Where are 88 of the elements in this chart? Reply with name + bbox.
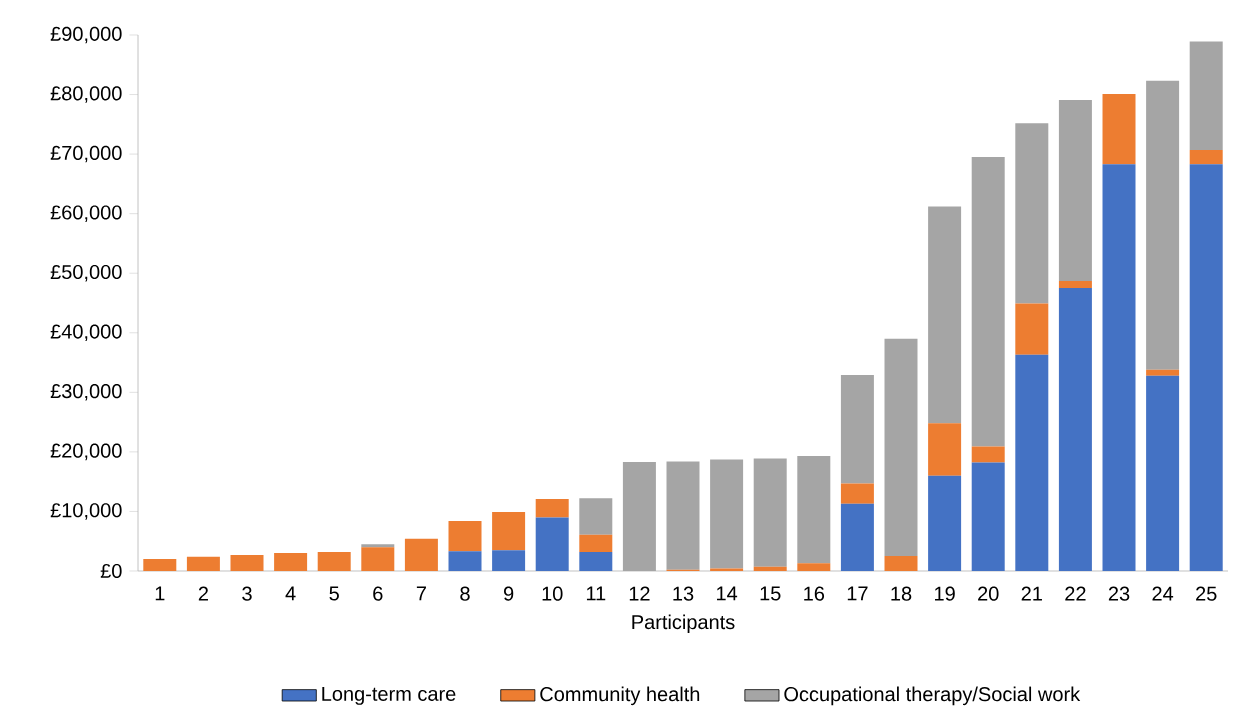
bar [1015,354,1049,571]
x-tick-label: 21 [1021,586,1042,601]
x-tick-label: 20 [978,586,999,601]
legend-label: Occupational therapy/Social work [784,686,1081,706]
x-tick-label: 13 [673,586,694,601]
x-tick-label: 24 [1152,586,1174,601]
bar [1189,41,1223,150]
x-tick-label: 18 [891,586,912,601]
bar [579,534,613,552]
x-tick-label: 3 [242,586,252,601]
bar [535,498,569,518]
bar [492,550,526,571]
x-tick-label: 12 [629,586,650,601]
bar [1146,369,1180,376]
x-tick-label: 8 [460,586,470,601]
bar [928,206,962,424]
x-tick-label: 4 [285,586,296,601]
x-tick-label: 5 [329,586,339,601]
bar [448,551,482,571]
y-tick-label: £40,000 [50,324,122,342]
bar [1146,80,1180,370]
bar [1015,123,1049,304]
y-tick-label: £30,000 [50,384,122,401]
x-tick-label: 22 [1065,586,1086,601]
bar [797,563,831,571]
bar [971,446,1005,463]
bar [797,456,831,564]
bar [753,566,787,571]
x-tick-label: 1 [155,586,165,601]
bar [1015,303,1049,355]
x-tick-label: 2 [198,586,208,601]
bar [1189,164,1223,571]
x-tick-label: 23 [1108,586,1130,601]
legend-label: Community health [540,686,700,706]
y-tick-label: £0 [100,563,122,579]
x-tick-label: 6 [373,586,383,601]
bar [928,475,962,571]
x-tick-label: 25 [1196,586,1217,601]
y-tick-label: £20,000 [50,443,122,461]
bar [666,461,700,570]
bar [884,556,918,571]
bar [274,553,308,571]
bar [971,157,1005,447]
bar [710,459,744,569]
bar [1058,280,1092,289]
bar [1146,375,1180,571]
x-tick-label: 7 [416,586,426,601]
bar [1189,149,1223,165]
bar [840,483,874,504]
bar [317,551,351,571]
legend-label: Long-term care [322,686,456,705]
bar [492,512,526,551]
x-tick-label: 10 [542,586,563,601]
bar [404,538,438,571]
bar [840,375,874,484]
y-tick-label: £70,000 [50,145,122,163]
x-tick-label: 16 [804,586,825,601]
x-tick-label: 9 [503,586,514,601]
bar [753,458,787,567]
bar [928,423,962,476]
x-tick-label: 11 [586,586,606,601]
bar [622,461,656,571]
x-tick-label: 17 [847,586,868,601]
bar [448,520,482,552]
x-tick-label: 14 [717,586,738,601]
y-tick-label: £50,000 [50,264,122,282]
y-tick-label: £10,000 [50,503,122,520]
bar [1058,99,1092,281]
bar [1102,93,1136,165]
bar [361,547,395,571]
bar [840,503,874,571]
bar [361,544,395,548]
bar [1058,288,1092,571]
bar [579,498,613,535]
bar [143,559,177,571]
bar [230,554,264,571]
bar [971,462,1005,571]
bar [186,556,220,571]
y-tick-label: £60,000 [50,205,122,222]
x-tick-label: 15 [760,586,781,601]
y-tick-label: £90,000 [50,26,122,44]
x-axis-title: Participants [632,614,735,634]
bar [884,338,918,557]
x-tick-label: 19 [935,586,955,601]
bar [535,517,569,571]
bar [1102,164,1136,571]
bar [579,551,613,571]
y-tick-label: £80,000 [50,86,122,103]
